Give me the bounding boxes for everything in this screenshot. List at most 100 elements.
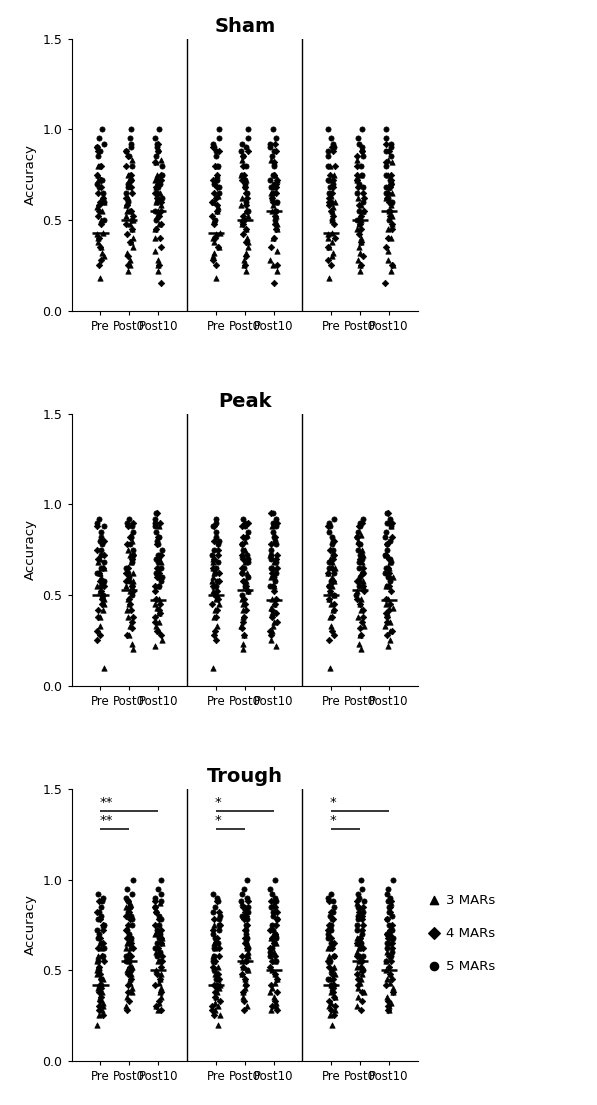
Point bbox=[156, 627, 166, 644]
Point bbox=[151, 220, 161, 238]
Point bbox=[208, 559, 217, 577]
Point bbox=[93, 939, 103, 957]
Point bbox=[208, 546, 217, 564]
Point bbox=[385, 571, 395, 589]
Point bbox=[266, 239, 276, 256]
Point bbox=[157, 632, 167, 650]
Point bbox=[271, 178, 281, 196]
Point bbox=[269, 528, 279, 546]
Point bbox=[325, 157, 334, 175]
Point bbox=[98, 183, 107, 201]
Point bbox=[241, 202, 250, 220]
Point bbox=[386, 178, 395, 196]
Point bbox=[150, 514, 160, 532]
Point bbox=[241, 517, 250, 535]
Point bbox=[386, 175, 396, 192]
Point bbox=[99, 577, 109, 594]
Point bbox=[352, 157, 361, 175]
Point bbox=[242, 202, 251, 220]
Point bbox=[214, 911, 224, 928]
Point bbox=[356, 928, 365, 946]
Point bbox=[352, 211, 362, 229]
Point bbox=[239, 911, 248, 928]
Point bbox=[150, 202, 160, 220]
Point bbox=[324, 970, 333, 988]
Point bbox=[208, 251, 218, 269]
Point bbox=[127, 979, 137, 997]
Point bbox=[352, 944, 362, 961]
Point bbox=[352, 183, 361, 201]
Point bbox=[99, 922, 108, 939]
Point bbox=[152, 617, 161, 634]
Point bbox=[269, 934, 279, 951]
Point bbox=[327, 129, 336, 147]
Point bbox=[352, 590, 362, 608]
Point bbox=[99, 916, 108, 934]
Point bbox=[156, 274, 165, 292]
Point bbox=[273, 911, 282, 928]
Point bbox=[355, 898, 364, 916]
Point bbox=[386, 511, 395, 528]
Point bbox=[241, 183, 251, 201]
Point bbox=[208, 554, 217, 571]
Point bbox=[213, 601, 222, 619]
Point bbox=[213, 554, 223, 571]
Point bbox=[237, 965, 247, 982]
Point bbox=[127, 601, 136, 619]
Point bbox=[122, 143, 131, 160]
Point bbox=[266, 546, 276, 564]
Point bbox=[150, 582, 160, 600]
Point bbox=[156, 197, 166, 214]
Point bbox=[125, 251, 134, 269]
Point bbox=[156, 171, 165, 189]
Point bbox=[266, 1001, 276, 1019]
Point bbox=[97, 202, 107, 220]
Point bbox=[381, 157, 390, 175]
Point bbox=[267, 885, 276, 903]
Point bbox=[326, 193, 336, 211]
Point bbox=[96, 157, 105, 175]
Point bbox=[326, 571, 336, 589]
Point bbox=[97, 540, 106, 558]
Point bbox=[215, 907, 224, 925]
Point bbox=[383, 893, 393, 911]
Point bbox=[154, 994, 164, 1012]
Point bbox=[240, 928, 250, 946]
Point bbox=[212, 571, 221, 589]
Point bbox=[121, 907, 131, 925]
Point bbox=[155, 175, 165, 192]
Point bbox=[355, 239, 364, 256]
Point bbox=[122, 880, 131, 897]
Point bbox=[269, 157, 279, 175]
Point bbox=[330, 1007, 339, 1024]
Point bbox=[214, 979, 223, 997]
Point bbox=[128, 885, 137, 903]
Point bbox=[270, 166, 280, 183]
Point bbox=[124, 571, 134, 589]
Point bbox=[271, 604, 281, 622]
Point bbox=[328, 546, 338, 564]
Point bbox=[328, 979, 337, 997]
Point bbox=[386, 229, 396, 246]
Point bbox=[212, 928, 221, 946]
Point bbox=[326, 904, 336, 922]
Point bbox=[155, 596, 165, 613]
Point bbox=[239, 608, 248, 625]
Point bbox=[356, 947, 365, 965]
Point bbox=[355, 536, 365, 554]
Point bbox=[382, 989, 392, 1007]
Point bbox=[381, 577, 390, 594]
Point bbox=[150, 636, 160, 654]
Point bbox=[271, 934, 281, 951]
Point bbox=[324, 157, 333, 175]
Point bbox=[244, 944, 253, 961]
Point bbox=[324, 120, 333, 138]
Point bbox=[381, 596, 391, 613]
Point bbox=[381, 189, 391, 207]
Point bbox=[127, 613, 137, 631]
Point bbox=[384, 590, 393, 608]
Point bbox=[122, 536, 131, 554]
Point bbox=[151, 154, 161, 171]
Point bbox=[328, 135, 338, 152]
Point bbox=[325, 582, 335, 600]
